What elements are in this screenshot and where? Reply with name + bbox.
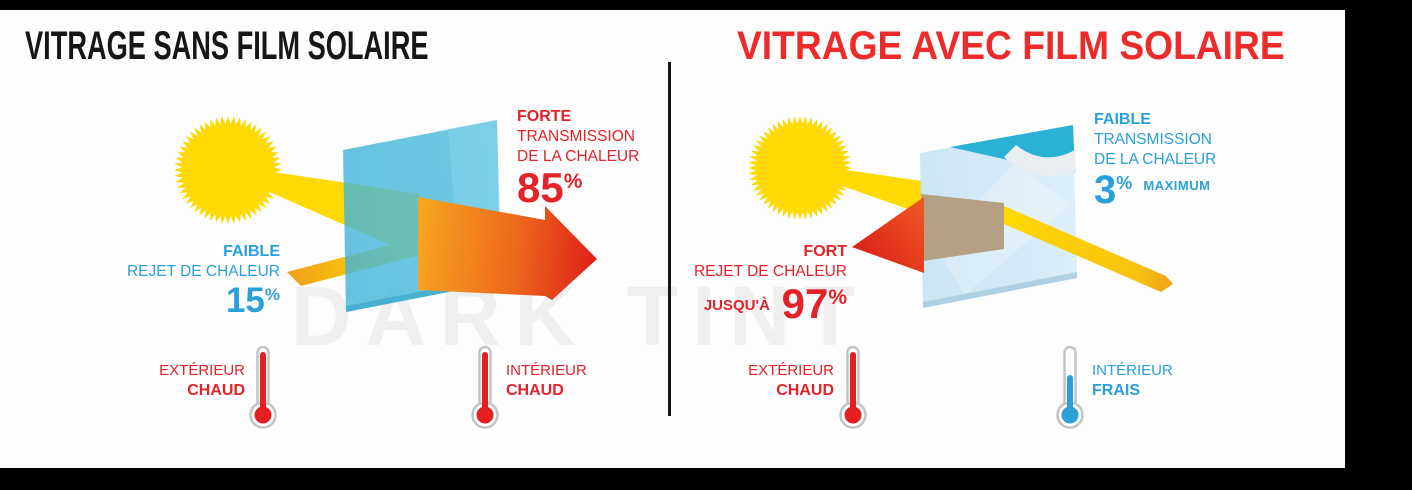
thermometer-mercury-bulb [476, 406, 494, 424]
film-peel-curl [1004, 145, 1076, 177]
thermometer-mercury-bulb [1061, 406, 1079, 424]
transmission-value: 3% MAXIMUM [1094, 169, 1216, 211]
thermometer-mercury-bulb [254, 406, 272, 424]
bottom-letterbox-bar [0, 468, 1412, 490]
left-panel-title: VITRAGE SANS FILM SOLAIRE [25, 24, 429, 68]
value-unit: % [563, 170, 583, 194]
rejection-line1: REJET DE CHALEUR [693, 263, 847, 281]
rejected-heat-arrow [852, 197, 924, 273]
rejection-qualifier: FAIBLE [223, 243, 280, 260]
exterior-state: CHAUD [187, 381, 245, 399]
value-suffix: MAXIMUM [1143, 178, 1211, 194]
top-letterbox-bar [0, 0, 1412, 10]
right-transmission-label: FAIBLE TRANSMISSION DE LA CHALEUR 3% MAX… [1094, 110, 1216, 211]
value-unit: % [264, 284, 280, 304]
thermometer-mercury [1067, 375, 1073, 410]
right-rejection-label: FORT REJET DE CHALEUR JUSQU'À 97% [686, 242, 847, 326]
rejected-heat-through-glass [921, 194, 1004, 261]
exterior-state: CHAUD [776, 381, 834, 399]
sun-icon [748, 116, 852, 220]
right-letterbox-bar [1345, 0, 1412, 490]
thermometer-mercury-bulb [844, 406, 862, 424]
right-exterior-label: EXTÉRIEUR CHAUD [728, 362, 834, 401]
thermometer-exterior-left [249, 345, 277, 429]
right-panel-diagram [748, 116, 1173, 308]
rejection-qualifier: FORT [803, 243, 847, 260]
interior-word: INTÉRIEUR [506, 362, 587, 379]
right-interior-label: INTÉRIEUR FRAIS [1092, 362, 1173, 401]
glass-bottom-edge [923, 272, 1077, 308]
interior-state: CHAUD [506, 381, 564, 399]
value-unit: % [828, 285, 847, 309]
interior-word: INTÉRIEUR [1092, 362, 1173, 379]
value-number: 15 [225, 280, 265, 320]
left-panel-diagram [174, 116, 597, 312]
transmission-line1: TRANSMISSION [517, 128, 635, 146]
transmitted-heat-beam [1004, 206, 1173, 292]
thermometer-mercury [260, 352, 266, 410]
panel-divider [668, 62, 671, 416]
transmission-qualifier: FORTE [517, 108, 572, 125]
sun-beam [805, 164, 922, 214]
interior-state: FRAIS [1092, 381, 1140, 399]
left-exterior-label: EXTÉRIEUR CHAUD [139, 362, 245, 401]
thermometer-interior-left [471, 345, 499, 429]
thermometer-mercury [482, 352, 488, 410]
left-transmission-label: FORTE TRANSMISSION DE LA CHALEUR 85% [517, 107, 639, 210]
value-number: 97 [781, 279, 829, 327]
rejection-line1: REJET DE CHALEUR [126, 263, 280, 281]
transmission-line2: DE LA CHALEUR [517, 147, 640, 165]
left-interior-label: INTÉRIEUR CHAUD [506, 362, 587, 401]
transmission-line2: DE LA CHALEUR [1094, 150, 1217, 168]
value-number: 85 [517, 164, 564, 212]
value-number: 3 [1094, 168, 1117, 213]
transmission-line1: TRANSMISSION [1094, 131, 1212, 149]
transmitted-heat-arrow [418, 197, 597, 300]
left-rejection-label: FAIBLE REJET DE CHALEUR 15% [118, 242, 280, 320]
rejection-value: JUSQU'À 97% [686, 279, 847, 327]
exterior-word: EXTÉRIEUR [748, 362, 834, 379]
rejection-value: 15% [118, 280, 280, 321]
transmission-value: 85% [517, 166, 639, 210]
exterior-word: EXTÉRIEUR [159, 362, 245, 379]
thermometer-mercury [850, 352, 856, 410]
sun-icon [174, 116, 282, 224]
glass-reflection-highlight [448, 120, 500, 226]
thermometer-interior-right [1056, 345, 1084, 429]
transmission-qualifier: FAIBLE [1094, 111, 1151, 128]
thermometer-exterior-right [839, 345, 867, 429]
value-prefix: JUSQU'À [703, 296, 770, 314]
value-unit: % [1116, 173, 1133, 194]
right-panel-title: VITRAGE AVEC FILM SOLAIRE [737, 24, 1285, 68]
